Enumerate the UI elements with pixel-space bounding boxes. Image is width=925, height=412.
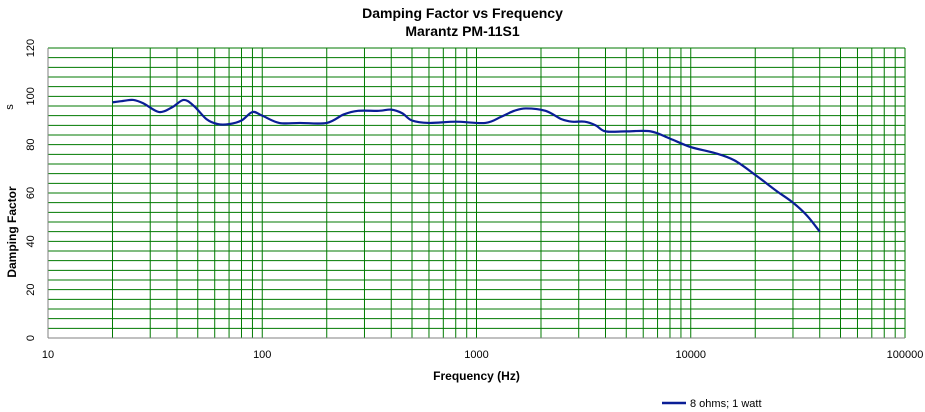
series-line xyxy=(112,98,821,233)
x-tick-label: 10000 xyxy=(675,349,706,361)
x-tick-label: 100000 xyxy=(887,349,924,361)
y-tick-label: 80 xyxy=(25,139,37,151)
legend-label: 8 ohms; 1 watt xyxy=(690,398,762,410)
y-axis-label: Damping Factor xyxy=(5,186,19,278)
y-tick-label: 20 xyxy=(25,284,37,296)
x-tick-label: 100 xyxy=(253,349,271,361)
y-tick-label: 0 xyxy=(25,335,37,341)
x-tick-label: 1000 xyxy=(464,349,488,361)
chart-title: Damping Factor vs Frequency xyxy=(362,5,563,21)
y-tick-label: 120 xyxy=(25,39,37,57)
chart-subtitle: Marantz PM-11S1 xyxy=(405,23,520,39)
x-tick-label: 10 xyxy=(42,349,54,361)
y-axis-artifact: s xyxy=(4,104,16,110)
y-tick-label: 60 xyxy=(25,187,37,199)
y-tick-label: 40 xyxy=(25,235,37,247)
x-axis-label: Frequency (Hz) xyxy=(433,369,520,383)
y-tick-label: 100 xyxy=(25,87,37,105)
